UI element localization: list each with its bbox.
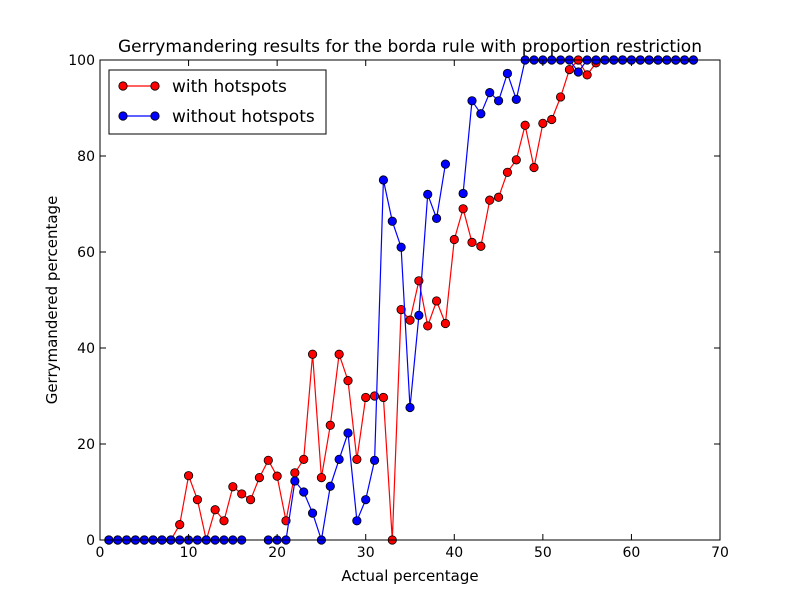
data-point-with-hotspots <box>440 318 451 329</box>
data-point-without-hotspots <box>369 455 380 465</box>
data-point-without-hotspots <box>573 67 583 77</box>
data-point-without-hotspots <box>467 96 477 106</box>
data-point-without-hotspots <box>440 159 451 169</box>
y-tick-label: 60 <box>77 245 95 261</box>
data-point-with-hotspots <box>538 118 548 128</box>
data-point-with-hotspots <box>378 392 389 403</box>
data-point-with-hotspots <box>316 472 327 483</box>
data-point-without-hotspots <box>307 508 318 518</box>
data-point-without-hotspots <box>414 310 424 320</box>
data-point-without-hotspots <box>485 88 495 98</box>
data-point-with-hotspots <box>529 162 539 173</box>
data-point-without-hotspots <box>361 495 371 505</box>
x-tick-label: 70 <box>711 545 729 561</box>
data-point-without-hotspots <box>378 175 389 185</box>
data-point-without-hotspots <box>290 476 300 486</box>
data-point-without-hotspots <box>343 428 353 438</box>
data-point-with-hotspots <box>290 468 300 478</box>
legend-marker-with-hotspots <box>150 81 160 91</box>
data-point-with-hotspots <box>361 392 371 403</box>
chart-title: Gerrymandering results for the borda rul… <box>118 37 702 57</box>
y-tick-label: 40 <box>77 341 95 357</box>
legend-label-with-hotspots: with hotspots <box>172 77 287 97</box>
data-point-without-hotspots <box>511 94 521 104</box>
data-point-with-hotspots <box>547 114 557 125</box>
y-tick-label: 20 <box>77 437 95 453</box>
data-point-with-hotspots <box>396 304 406 315</box>
data-point-without-hotspots <box>352 516 362 526</box>
data-point-without-hotspots <box>476 109 486 119</box>
data-point-without-hotspots <box>458 188 468 199</box>
data-point-with-hotspots <box>228 482 238 492</box>
data-point-without-hotspots <box>423 189 433 199</box>
data-point-with-hotspots <box>458 204 468 214</box>
data-point-without-hotspots <box>299 487 309 497</box>
tick-layer: 0 10 20 30 40 50 60 70 0 20 40 60 80 100 <box>68 53 729 561</box>
x-tick-label: 60 <box>623 545 641 561</box>
legend-box <box>108 69 327 135</box>
data-point-with-hotspots <box>449 234 459 245</box>
x-tick-label: 40 <box>445 545 463 561</box>
data-point-without-hotspots <box>325 481 335 491</box>
legend-marker-without-hotspots <box>118 111 128 121</box>
data-point-with-hotspots <box>334 349 344 359</box>
x-tick-label: 20 <box>268 545 286 561</box>
plot-frame <box>99 59 721 541</box>
x-tick-label: 10 <box>180 545 198 561</box>
legend-label-without-hotspots: without hotspots <box>172 107 315 127</box>
x-axis-label: Actual percentage <box>341 567 478 585</box>
data-point-with-hotspots <box>343 376 353 386</box>
data-point-without-hotspots <box>396 242 406 252</box>
legend: with hotspots without hotspots <box>108 69 327 135</box>
data-point-with-hotspots <box>431 296 442 306</box>
data-point-with-hotspots <box>237 489 247 499</box>
data-point-with-hotspots <box>307 349 318 359</box>
data-point-with-hotspots <box>485 195 495 205</box>
data-point-without-hotspots <box>502 68 513 79</box>
data-point-with-hotspots <box>405 315 415 325</box>
data-point-with-hotspots <box>183 471 194 481</box>
legend-marker-without-hotspots <box>150 111 160 121</box>
data-point-with-hotspots <box>245 495 256 505</box>
data-point-with-hotspots <box>582 70 592 80</box>
data-point-with-hotspots <box>369 391 380 401</box>
data-point-with-hotspots <box>564 65 575 75</box>
data-point-with-hotspots <box>219 516 229 526</box>
data-point-without-hotspots <box>387 216 397 226</box>
data-point-with-hotspots <box>493 192 504 202</box>
data-point-with-hotspots <box>467 237 477 247</box>
series-line-without-hotspots <box>462 59 694 194</box>
data-point-without-hotspots <box>493 96 504 106</box>
data-point-with-hotspots <box>192 495 203 505</box>
x-tick-label: 50 <box>534 545 552 561</box>
y-tick-label: 0 <box>86 533 95 549</box>
data-point-without-hotspots <box>405 402 415 413</box>
data-point-with-hotspots <box>263 455 273 465</box>
data-point-with-hotspots <box>352 454 362 464</box>
data-point-with-hotspots <box>511 155 521 165</box>
data-point-with-hotspots <box>254 472 265 483</box>
y-axis-label: Gerrymandered percentage <box>43 196 61 405</box>
data-point-with-hotspots <box>175 520 185 530</box>
data-point-with-hotspots <box>476 241 486 251</box>
data-point-with-hotspots <box>272 471 282 481</box>
data-point-with-hotspots <box>210 505 220 515</box>
x-tick-label: 0 <box>96 545 105 561</box>
y-tick-label: 100 <box>68 53 95 69</box>
data-point-with-hotspots <box>502 167 513 177</box>
data-point-without-hotspots <box>334 454 344 464</box>
y-tick-label: 80 <box>77 149 95 165</box>
data-point-with-hotspots <box>520 120 530 130</box>
x-tick-label: 30 <box>357 545 375 561</box>
legend-marker-with-hotspots <box>118 81 128 91</box>
data-point-without-hotspots <box>431 213 442 223</box>
data-point-with-hotspots <box>423 321 433 331</box>
data-point-with-hotspots <box>325 420 335 430</box>
data-point-with-hotspots <box>555 92 566 102</box>
data-point-with-hotspots <box>299 454 309 464</box>
